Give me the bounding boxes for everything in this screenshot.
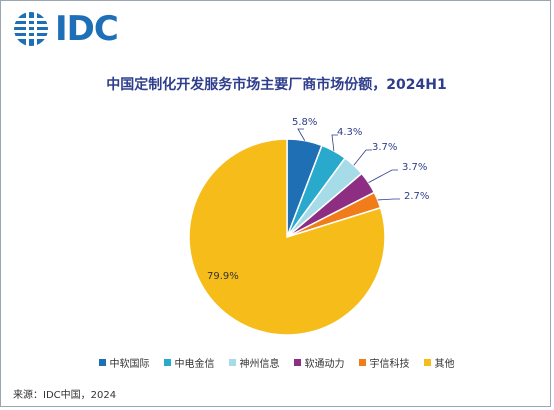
legend-label-3: 软通动力 [304,359,345,370]
legend-swatch-1 [163,359,171,366]
chart-legend: 中软国际 中电金信 神州信息 软通动力 宇信科技 其他 [1,355,552,370]
legend-item-0: 中软国际 [98,355,150,370]
legend-label-2: 神州信息 [239,359,280,370]
legend-label-4: 宇信科技 [369,359,410,370]
legend-label-1: 中电金信 [174,359,215,370]
data-label-2: 3.7% [372,142,397,153]
leader-line-2 [353,149,372,166]
legend-item-1: 中电金信 [163,355,215,370]
data-label-1: 4.3% [337,127,362,138]
chart-title: 中国定制化开发服务市场主要厂商市场份额，2024H1 [106,77,447,93]
leader-line-0 [297,128,306,141]
data-label-0: 5.8% [292,117,317,128]
legend-item-2: 神州信息 [228,355,280,370]
data-label-4: 2.7% [404,191,429,202]
leader-line-4 [377,198,400,201]
logo-text: IDC [55,9,119,49]
legend-item-5: 其他 [423,355,455,370]
legend-swatch-4 [358,359,366,366]
idc-logo: IDC [11,9,119,49]
pie-slice-5 [188,138,386,336]
legend-label-0: 中软国际 [109,359,150,370]
legend-swatch-2 [228,359,236,366]
legend-swatch-3 [293,359,301,366]
globe-icon [14,12,48,46]
legend-item-3: 软通动力 [293,355,345,370]
data-label-5: 79.9% [207,271,239,282]
legend-item-4: 宇信科技 [358,355,410,370]
legend-swatch-0 [98,359,106,366]
legend-swatch-5 [423,359,431,366]
legend-label-5: 其他 [434,359,455,370]
leader-line-3 [368,169,398,183]
leader-line-1 [331,134,338,151]
data-label-3: 3.7% [402,162,427,173]
source-note: 来源：IDC中国，2024 [13,390,117,401]
